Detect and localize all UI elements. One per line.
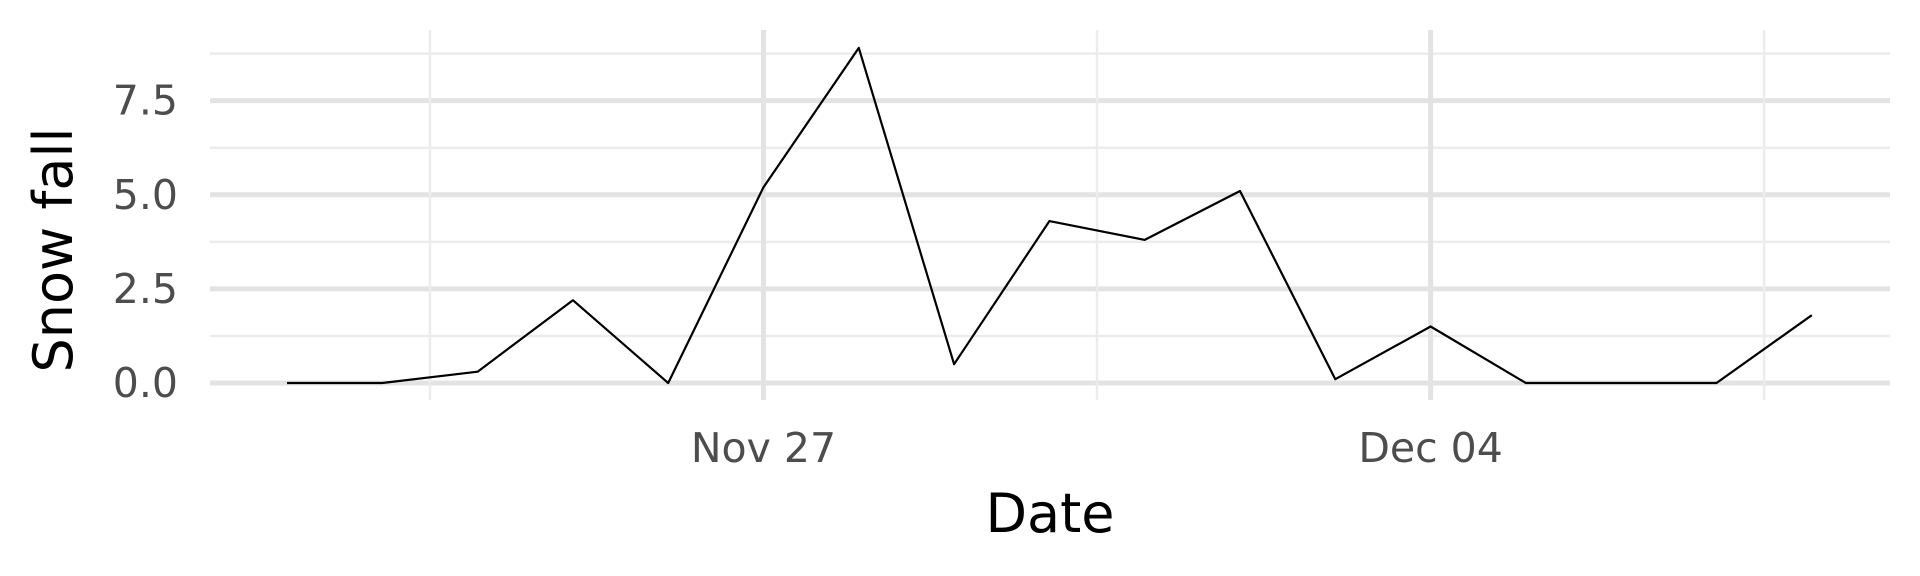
y-tick-label: 5.0 [113, 171, 178, 219]
plot-area [287, 46, 1813, 385]
y-axis-ticks: 0.0 2.5 5.0 7.5 [113, 77, 178, 407]
x-tick-label: Nov 27 [691, 424, 836, 472]
grid [210, 30, 1890, 400]
y-tick-label: 7.5 [113, 77, 178, 125]
x-tick-label: Dec 04 [1358, 424, 1503, 472]
x-axis-ticks: Nov 27 Dec 04 [691, 424, 1503, 472]
y-axis-title: Snow fall [22, 128, 85, 373]
y-tick-label: 0.0 [113, 359, 178, 407]
y-tick-label: 2.5 [113, 265, 178, 313]
x-axis-title: Date [985, 482, 1114, 545]
snowfall-series-line [287, 46, 1813, 385]
